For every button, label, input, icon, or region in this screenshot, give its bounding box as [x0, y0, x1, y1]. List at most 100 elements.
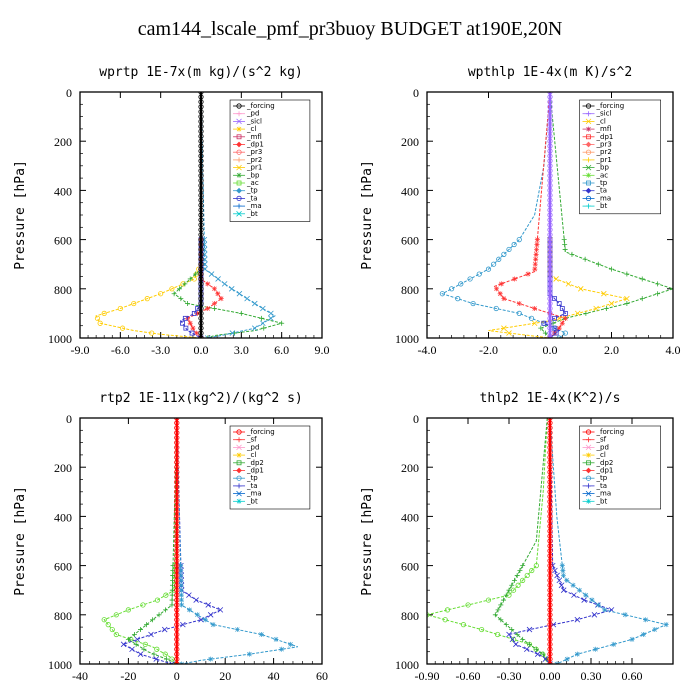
legend-label-_tp: _tp: [246, 474, 258, 482]
legend-label-_ma: _ma: [246, 202, 262, 210]
marker-_forcing: [174, 454, 180, 460]
marker-_sicl: [547, 138, 553, 144]
x-tick-label-1-6: 9.0: [315, 343, 330, 357]
marker-_dp1: [512, 276, 518, 282]
marker-_forcing: [174, 567, 180, 574]
marker-_forcing: [174, 518, 180, 524]
marker-_tp: [467, 276, 473, 282]
marker-_bp: [562, 242, 568, 248]
legend-label-_ma: _ma: [246, 490, 262, 498]
marker-_tp: [559, 563, 565, 569]
legend-marker-_dp1: [236, 141, 242, 148]
marker-_forcing: [547, 489, 553, 495]
marker-_forcing: [198, 182, 204, 189]
marker-_dp1: [105, 622, 111, 628]
legend-label-_ma: _ma: [596, 194, 612, 202]
marker-_forcing: [174, 435, 180, 441]
y-tick-label-3-1: 200: [54, 461, 72, 475]
marker-_forcing: [198, 123, 204, 130]
legend-marker-_sf: [236, 437, 242, 443]
legend-label-_ma: _ma: [596, 490, 612, 498]
marker-_forcing: [174, 656, 180, 662]
marker-_forcing: [547, 558, 553, 564]
marker-_ta: [195, 306, 201, 311]
marker-_tp: [246, 651, 252, 657]
marker-_tp: [236, 290, 243, 297]
marker-_tp: [528, 315, 535, 321]
marker-_forcing: [547, 607, 553, 613]
marker-_sicl: [547, 202, 553, 208]
marker-_tp: [455, 296, 461, 302]
marker-_dp2: [156, 612, 162, 618]
marker-_forcing: [198, 99, 204, 105]
marker-_tp: [279, 646, 285, 652]
legend-label-_ac: _ac: [246, 179, 259, 187]
legend-box-3: [229, 425, 311, 510]
marker-_ta: [552, 567, 558, 574]
legend-label-_forcing: _forcing: [246, 428, 275, 436]
marker-_sicl: [547, 133, 553, 139]
marker-_forcing: [198, 330, 204, 336]
marker-_ta: [552, 315, 558, 321]
marker-_forcing: [547, 612, 553, 618]
marker-_forcing: [198, 296, 204, 302]
marker-_dp1: [113, 631, 119, 638]
marker-_sicl: [547, 153, 553, 159]
marker-_ta: [506, 631, 512, 638]
marker-_tp: [458, 281, 464, 287]
marker-_sicl: [547, 330, 553, 336]
x-tick-label-3-5: 60: [316, 669, 328, 683]
marker-_ta: [509, 636, 516, 643]
marker-_tp: [560, 568, 566, 574]
marker-_bp: [279, 320, 285, 326]
marker-_sicl: [547, 227, 553, 233]
marker-_forcing: [547, 513, 553, 520]
marker-_dp1: [479, 626, 485, 633]
marker-_forcing: [174, 469, 180, 475]
marker-_dp1: [190, 325, 196, 331]
marker-_pr1: [624, 295, 630, 302]
marker-_forcing: [198, 192, 204, 198]
marker-_forcing: [174, 449, 180, 456]
marker-_tp: [516, 310, 522, 316]
panel-title-1: wprtp 1E-7x(m kg)/(s^2 kg): [99, 65, 303, 80]
marker-_bp: [582, 256, 588, 262]
marker-_ta: [169, 661, 175, 664]
legend-marker-_bt: [236, 498, 242, 504]
marker-_ta: [161, 626, 168, 633]
marker-_forcing: [198, 94, 204, 100]
marker-_ta: [137, 651, 144, 657]
legend-label-_ac: _ac: [596, 171, 609, 179]
marker-_tp: [187, 607, 193, 613]
marker-_forcing: [198, 325, 204, 331]
marker-_dp1: [444, 607, 451, 613]
marker-_forcing: [547, 449, 553, 456]
marker-_tp: [194, 612, 200, 618]
series-line-_tp: [200, 92, 276, 338]
marker-_dp2: [144, 622, 150, 628]
legend-marker-_forcing: [585, 103, 592, 109]
marker-_dp1: [465, 602, 471, 608]
x-tick-label-4-5: 0.60: [622, 669, 643, 683]
marker-_dp2: [133, 641, 139, 647]
legend-box-4: [579, 425, 662, 510]
marker-_tp: [622, 612, 628, 618]
marker-_dp2: [138, 627, 143, 633]
legend-label-_pr2: _pr2: [246, 156, 262, 164]
marker-_pr1: [531, 320, 538, 327]
marker-_dp2: [514, 631, 520, 637]
marker-_forcing: [547, 439, 553, 446]
marker-_bp: [182, 281, 188, 287]
marker-_ta: [541, 320, 547, 326]
marker-_dp2: [509, 627, 515, 633]
y-tick-label-2-2: 400: [401, 184, 419, 198]
marker-_dp1: [154, 597, 161, 603]
marker-_tp: [448, 286, 455, 292]
legend-label-_pr3: _pr3: [246, 148, 262, 156]
marker-_tp: [493, 305, 499, 312]
marker-_sicl: [547, 320, 553, 326]
marker-_forcing: [198, 118, 204, 125]
marker-_dp1: [534, 242, 540, 248]
legend-marker-_pr2: [585, 149, 592, 155]
y-tick-label-4-4: 800: [401, 609, 419, 623]
